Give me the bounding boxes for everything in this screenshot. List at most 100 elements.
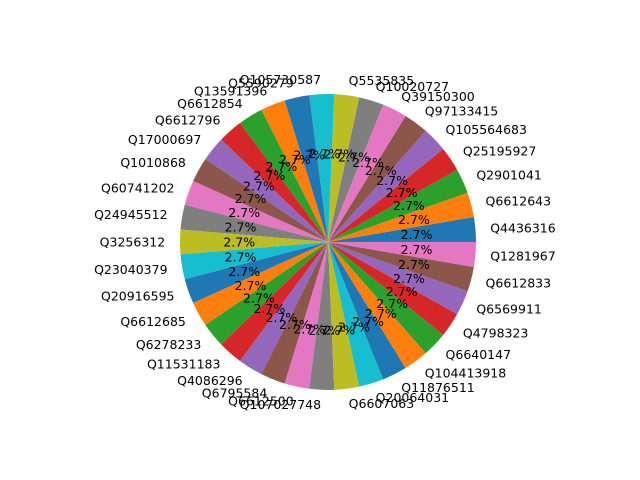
pie-percent-label: 2.7%	[386, 185, 418, 200]
pie-percent-label: 2.7%	[376, 296, 408, 311]
pie-category-labels: Q4436316 Q6612643 Q2901041 Q25195927 Q105564…	[94, 72, 556, 412]
pie-percent-label: 2.7%	[253, 168, 285, 183]
pie-percent-label: 2.7%	[401, 242, 433, 257]
pie-wedge-Q24945512	[180, 204, 328, 242]
pie-category-label: Q6612643	[486, 193, 552, 208]
pie-category-label: Q6278233	[136, 337, 202, 352]
pie-wedge-Q60741202	[184, 181, 328, 242]
pie-category-label: Q10020727	[376, 79, 449, 94]
pie-wedge-Q5535835	[328, 94, 360, 242]
pie-wedge-Q5590279	[284, 95, 328, 243]
pie-wedge-Q97133415	[328, 115, 426, 242]
pie-percent-label: 2.7%	[235, 278, 267, 293]
pie-percent-label: 2.7%	[235, 191, 267, 206]
pie-wedge-Q107027748	[309, 242, 335, 390]
pie-percent-label: 2.7%	[386, 284, 418, 299]
pie-percent-label: 2.7%	[352, 314, 384, 329]
pie-wedge-Q20916595	[184, 242, 328, 303]
pie-percent-label: 2.7%	[293, 321, 325, 336]
pie-category-label: Q6612796	[155, 112, 221, 127]
pie-category-label: Q60741202	[101, 180, 174, 195]
pie-wedge-Q6612500	[284, 242, 328, 389]
pie-percent-label: 2.7%	[279, 317, 311, 332]
pie-category-label: Q6607063	[349, 396, 415, 411]
pie-category-label: Q1281967	[490, 248, 556, 263]
pie-category-label: Q2901041	[476, 167, 542, 182]
pie-wedge-Q20064031	[328, 242, 384, 387]
pie-wedge-Q6278233	[205, 242, 328, 345]
pie-percent-label: 2.7%	[253, 301, 285, 316]
pie-wedge-Q6612854	[239, 109, 328, 242]
pie-wedge-Q6612685	[193, 242, 328, 325]
pie-category-label: Q97133415	[425, 104, 498, 119]
pie-category-label: Q39150300	[401, 89, 475, 104]
pie-category-label: Q25195927	[463, 143, 536, 158]
pie-category-label: Q107027748	[240, 397, 321, 412]
pie-wedge-Q104413918	[328, 242, 426, 369]
pie-percent-label: 2.7%	[376, 173, 408, 188]
pie-wedge-Q1281967	[328, 242, 476, 268]
pie-percent-label: 2.7%	[225, 219, 257, 234]
pie-percent-label: 2.7%	[323, 146, 355, 161]
pie-category-label: Q24945512	[94, 207, 167, 222]
pie-category-label: Q1010868	[120, 155, 186, 170]
pie-percent-label: 2.7%	[398, 212, 430, 227]
pie-category-label: Q6795584	[202, 386, 268, 401]
pie-category-label: Q11531183	[147, 357, 220, 372]
pie-wedge-Q105730587	[309, 94, 335, 243]
pie-wedge-Q6612833	[328, 242, 474, 292]
pie-category-label: Q6612500	[228, 394, 294, 409]
pie-percent-label: 2.7%	[228, 205, 260, 220]
pie-percent-label: 2.7%	[225, 250, 257, 265]
pie-wedge-Q4436316	[328, 216, 476, 242]
pie-percent-label: 2.7%	[228, 264, 260, 279]
pie-wedge-Q23040379	[180, 242, 328, 280]
pie-percent-label: 2.7%	[279, 152, 311, 167]
pie-wedges	[179, 94, 476, 390]
pie-category-label: Q20916595	[101, 289, 174, 304]
pie-category-label: Q6612833	[486, 276, 552, 291]
pie-category-label: Q11876511	[401, 380, 474, 395]
pie-wedge-Q6795584	[261, 242, 328, 384]
pie-category-label: Q23040379	[94, 262, 168, 277]
pie-percent-label: 2.7%	[338, 319, 370, 334]
pie-wedge-Q39150300	[328, 104, 406, 242]
pie-percent-label: 2.7%	[308, 323, 340, 338]
pie-category-label: Q5535835	[349, 73, 415, 88]
pie-percent-labels: 2.7%2.7%2.7%2.7%2.7%2.7%2.7%2.7%2.7%2.7%…	[223, 146, 432, 338]
pie-wedge-Q17000697	[205, 139, 328, 242]
pie-wedge-Q11876511	[328, 242, 406, 380]
pie-wedge-Q13591396	[261, 100, 328, 242]
pie-wedge-Q2901041	[328, 169, 468, 242]
pie-percent-label: 2.7%	[323, 323, 355, 338]
pie-wedge-Q6612643	[328, 192, 474, 242]
pie-category-label: Q4436316	[490, 221, 556, 236]
pie-category-label: Q20064031	[376, 390, 449, 405]
pie-percent-label: 2.7%	[266, 159, 298, 174]
pie-percent-label: 2.7%	[308, 146, 340, 161]
pie-percent-label: 2.7%	[365, 306, 397, 321]
pie-wedge-Q4798323	[328, 242, 458, 335]
pie-category-label: Q6612854	[177, 96, 243, 111]
pie-percent-label: 2.7%	[365, 163, 397, 178]
pie-wedge-Q6607063	[328, 242, 360, 390]
pie-percent-label: 2.7%	[393, 271, 425, 286]
pie-category-label: Q4798323	[463, 326, 529, 341]
pie-wedge-Q1010868	[193, 159, 328, 242]
pie-category-label: Q13591396	[194, 83, 268, 98]
pie-wedge-Q105564683	[328, 130, 444, 242]
pie-category-label: Q6612685	[120, 314, 186, 329]
pie-wedge-Q6640147	[328, 242, 444, 354]
pie-wedge-Q25195927	[328, 149, 458, 242]
pie-category-label: Q6569911	[476, 302, 542, 317]
pie-percent-label: 2.7%	[243, 290, 275, 305]
pie-percent-label: 2.7%	[393, 198, 425, 213]
pie-category-label: Q17000697	[128, 132, 201, 147]
pie-wedge-Q3256312	[179, 229, 328, 255]
pie-percent-label: 2.7%	[398, 257, 430, 272]
pie-category-label: Q5590279	[228, 75, 294, 90]
pie-category-label: Q104413918	[425, 365, 506, 380]
pie-wedge-Q10020727	[328, 97, 384, 242]
pie-wedge-Q4086296	[239, 242, 328, 375]
